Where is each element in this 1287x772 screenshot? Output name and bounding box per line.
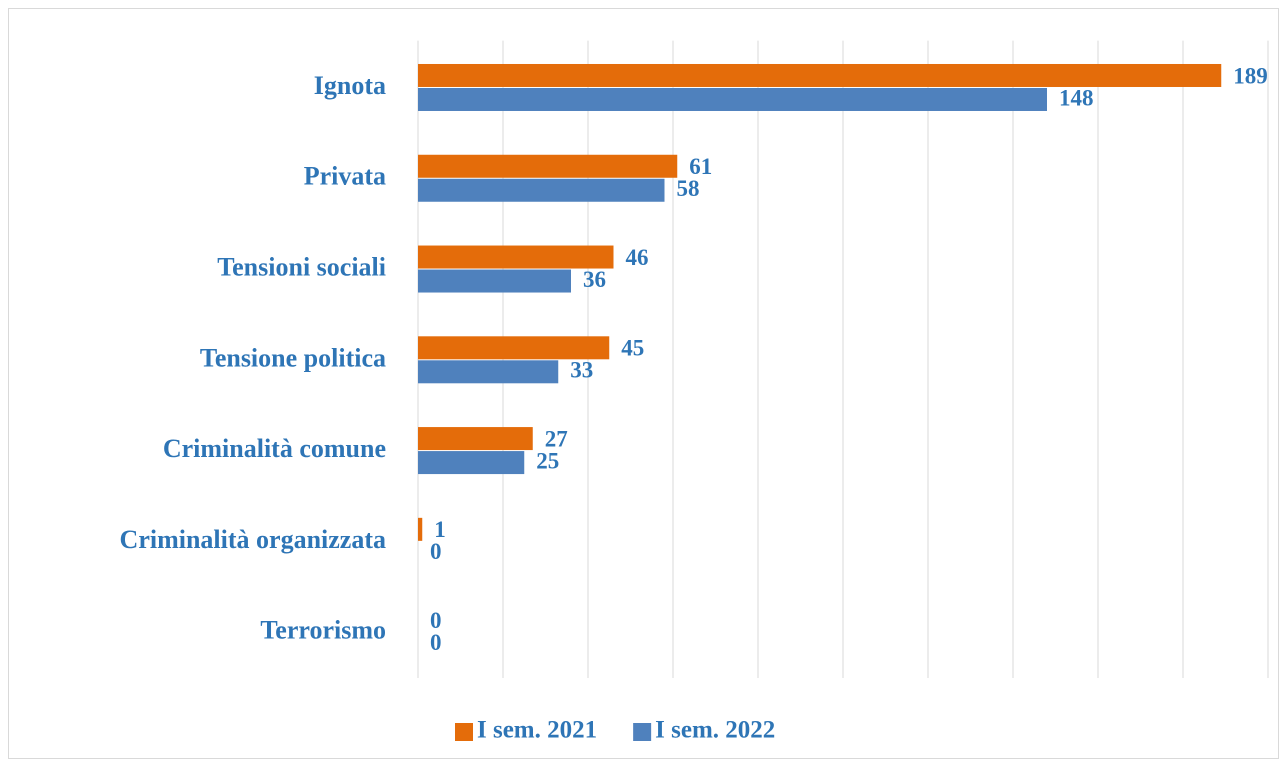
category-label: Tensione politica: [200, 343, 386, 372]
category-label: Terrorismo: [260, 616, 386, 645]
bar: [418, 269, 571, 293]
category-label: Criminalità organizzata: [120, 525, 386, 554]
data-label: 46: [626, 245, 649, 270]
category-label: Tensioni sociali: [217, 252, 386, 281]
category-label: Criminalità comune: [163, 434, 386, 463]
bar: [418, 87, 1047, 111]
data-label: 45: [621, 336, 644, 361]
category-label: Privata: [304, 162, 386, 191]
bar: [418, 517, 423, 541]
data-label: 36: [583, 267, 606, 292]
bar: [418, 178, 665, 202]
data-label: 0: [430, 608, 442, 633]
data-label: 0: [430, 630, 442, 655]
data-label: 33: [570, 358, 593, 383]
legend-label: I sem. 2021: [477, 717, 597, 744]
bar: [418, 427, 533, 451]
bar: [418, 451, 525, 475]
data-label: 189: [1233, 63, 1268, 88]
bar: [418, 63, 1222, 87]
data-label: 61: [689, 154, 712, 179]
data-label: 0: [430, 539, 442, 564]
chart-frame: [8, 8, 1279, 759]
data-label: 1: [434, 517, 446, 542]
legend-label: I sem. 2022: [655, 717, 775, 744]
legend-swatch: [633, 723, 652, 741]
data-label: 27: [545, 426, 568, 451]
data-label: 25: [536, 448, 559, 473]
bar: [418, 245, 614, 269]
bar: [418, 360, 559, 384]
data-label: 58: [677, 176, 700, 201]
bar: [418, 154, 678, 178]
category-label: Ignota: [314, 71, 386, 100]
legend-swatch: [455, 723, 473, 741]
bar: [418, 336, 610, 360]
data-label: 148: [1059, 85, 1094, 110]
